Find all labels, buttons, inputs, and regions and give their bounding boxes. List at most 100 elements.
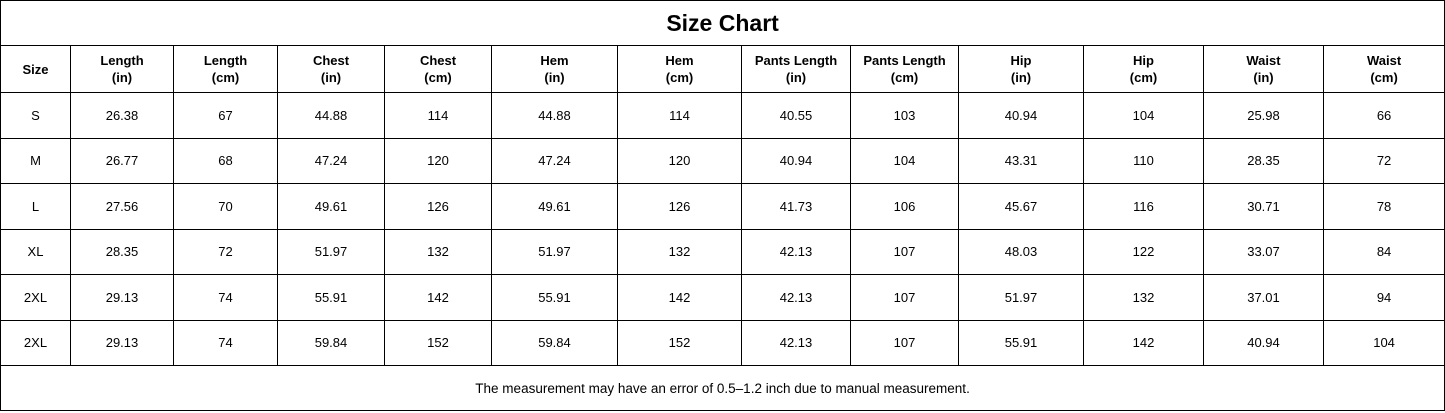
cell: 44.88 — [277, 92, 385, 139]
header-text: (cm) — [1370, 70, 1398, 85]
cell: 26.77 — [70, 137, 174, 184]
cell: 152 — [384, 319, 492, 366]
cell: XL — [0, 228, 71, 275]
cell: 104 — [850, 137, 959, 184]
cell: 142 — [384, 274, 492, 321]
header-text: (cm) — [424, 70, 452, 85]
cell: 42.13 — [741, 319, 851, 366]
header-text: Size — [22, 61, 49, 77]
cell: 28.35 — [70, 228, 174, 275]
cell: 51.97 — [277, 228, 385, 275]
header-text: (cm) — [890, 70, 919, 85]
header-cell: Hip (in) — [958, 45, 1084, 93]
data-row: 2XL 29.13 74 59.84 152 59.84 152 42.13 107 55.91 1… — [0, 319, 1445, 366]
cell: 45.67 — [958, 183, 1084, 230]
cell: 74 — [173, 319, 278, 366]
data-row: L 27.56 70 49.61 126 49.61 126 41.73 106 45.67 116… — [0, 183, 1445, 230]
header-cell: Length (in) — [70, 45, 174, 93]
cell: 2XL — [0, 319, 71, 366]
header-cell: Chest (in) — [277, 45, 385, 93]
cell: 42.13 — [741, 274, 851, 321]
cell: 59.84 — [277, 319, 385, 366]
header-text: (cm) — [211, 70, 240, 85]
header-text: Hip — [1133, 53, 1154, 68]
cell: 107 — [850, 274, 959, 321]
cell: 72 — [173, 228, 278, 275]
cell: 106 — [850, 183, 959, 230]
cell: 114 — [384, 92, 492, 139]
header-text: (in) — [320, 70, 342, 85]
cell: 107 — [850, 228, 959, 275]
cell: 27.56 — [70, 183, 174, 230]
cell: 116 — [1083, 183, 1204, 230]
cell: 29.13 — [70, 274, 174, 321]
header-row: Size Length (in) Length (cm) Chest (in) Chest (c… — [0, 45, 1445, 93]
cell: 110 — [1083, 137, 1204, 184]
header-text: Pants Length — [863, 53, 946, 68]
cell: 120 — [617, 137, 742, 184]
note: The measurement may have an error of 0.5… — [0, 365, 1445, 411]
cell: 47.24 — [277, 137, 385, 184]
header-text: Length — [100, 53, 144, 68]
cell: 44.88 — [491, 92, 618, 139]
header-text: Chest — [312, 53, 350, 68]
cell: 114 — [617, 92, 742, 139]
title-row: Size Chart — [0, 0, 1445, 46]
header-cell: Chest (cm) — [384, 45, 492, 93]
header-cell: Pants Length (in) — [741, 45, 851, 93]
header-text: (in) — [1010, 70, 1032, 85]
cell: 68 — [173, 137, 278, 184]
header-text: Hem — [665, 53, 694, 68]
cell: 55.91 — [491, 274, 618, 321]
cell: 94 — [1322, 274, 1445, 321]
cell: 49.61 — [277, 183, 385, 230]
cell: 126 — [617, 183, 742, 230]
header-cell: Length (cm) — [173, 45, 278, 93]
header-text: Waist — [1366, 53, 1402, 68]
cell: 28.35 — [1203, 137, 1324, 184]
cell: 40.94 — [741, 137, 851, 184]
header-cell: Hip (cm) — [1083, 45, 1204, 93]
cell: 66 — [1322, 92, 1445, 139]
header-text: (in) — [111, 70, 133, 85]
cell: 78 — [1322, 183, 1445, 230]
cell: 29.13 — [70, 319, 174, 366]
cell: 72 — [1322, 137, 1445, 184]
cell: 59.84 — [491, 319, 618, 366]
header-text: (in) — [544, 70, 565, 85]
cell: 132 — [1083, 274, 1204, 321]
cell: 70 — [173, 183, 278, 230]
data-row: 2XL 29.13 74 55.91 142 55.91 142 42.13 107 51.97 1… — [0, 274, 1445, 321]
header-text: (in) — [1253, 70, 1274, 85]
cell: 122 — [1083, 228, 1204, 275]
header-text: (in) — [785, 70, 807, 85]
cell: 30.71 — [1203, 183, 1324, 230]
cell: 103 — [850, 92, 959, 139]
data-row: M 26.77 68 47.24 120 47.24 120 40.94 104 43.31 110… — [0, 137, 1445, 184]
cell: 104 — [1083, 92, 1204, 139]
cell: 25.98 — [1203, 92, 1324, 139]
header-text: Length — [203, 53, 248, 68]
header-cell: Waist (cm) — [1322, 45, 1445, 93]
cell: 37.01 — [1203, 274, 1324, 321]
header-text: Hem — [540, 53, 569, 68]
header-text: Hip — [1010, 53, 1032, 68]
header-cell: Waist (in) — [1203, 45, 1324, 93]
cell: S — [0, 92, 71, 139]
cell: L — [0, 183, 71, 230]
header-text: Chest — [419, 53, 457, 68]
header-cell: Hem (in) — [491, 45, 618, 93]
header-text: Waist — [1246, 53, 1281, 68]
cell: 51.97 — [958, 274, 1084, 321]
cell: 40.55 — [741, 92, 851, 139]
cell: 49.61 — [491, 183, 618, 230]
cell: 67 — [173, 92, 278, 139]
cell: 51.97 — [491, 228, 618, 275]
header-cell: Size — [0, 45, 71, 93]
header-text: (cm) — [1129, 70, 1158, 85]
cell: 55.91 — [958, 319, 1084, 366]
cell: M — [0, 137, 71, 184]
cell: 2XL — [0, 274, 71, 321]
